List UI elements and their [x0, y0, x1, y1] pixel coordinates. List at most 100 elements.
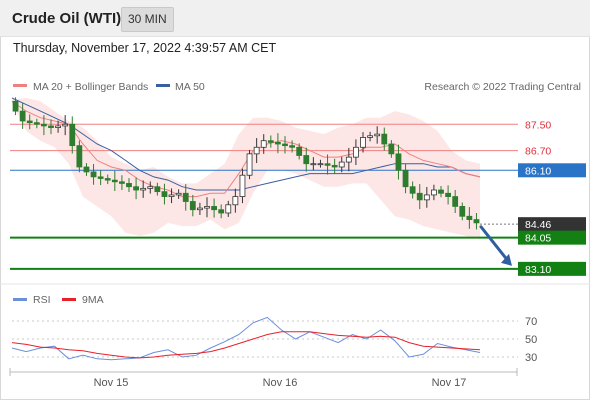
candle-body	[175, 192, 182, 196]
candle-body	[41, 123, 47, 127]
candle-body	[388, 143, 395, 155]
candle-body	[239, 174, 246, 197]
candle-body	[466, 215, 473, 220]
candle-body	[161, 191, 168, 197]
level-label-86-10: 86.10	[525, 165, 551, 177]
candle-body	[55, 125, 61, 128]
candle-body	[12, 100, 19, 112]
candle-body	[452, 196, 459, 207]
candle-body	[104, 178, 111, 181]
rsi-legend: RSI 9MA	[13, 294, 104, 306]
level-label-83-10: 83.10	[525, 264, 551, 276]
rsi-legend-label: RSI	[33, 294, 51, 306]
candle-body	[62, 123, 69, 127]
rsi-legend-swatch	[13, 298, 27, 301]
candle-body	[416, 192, 423, 201]
rsi-ma-line	[11, 331, 481, 359]
chart-timestamp: Thursday, November 17, 2022 4:39:57 AM C…	[13, 41, 277, 55]
candle-body	[48, 125, 54, 128]
candle-body	[33, 122, 40, 125]
instrument-title: Crude Oil (WTI)	[12, 10, 122, 27]
time-tick-label-0: Nov 15	[94, 377, 129, 389]
candle-body	[253, 146, 260, 155]
candle-body	[133, 186, 139, 191]
level-tag-84-05	[518, 230, 586, 245]
level-label-84-46: 84.46	[525, 219, 551, 231]
candle-body	[218, 209, 225, 214]
candle-body	[267, 140, 274, 143]
level-label-84-05: 84.05	[525, 233, 551, 245]
rsi-panel: 30 50 70	[11, 316, 537, 364]
candle-body	[97, 176, 104, 179]
candle-body	[19, 110, 26, 122]
rsi-tick-label-50: 50	[525, 334, 537, 346]
candle-body	[303, 155, 310, 165]
candle-body	[232, 196, 239, 206]
candle-body	[211, 206, 217, 211]
resistance-label-86-70: 86.70	[525, 146, 551, 158]
candle-body	[197, 207, 203, 211]
candle-body	[409, 186, 416, 194]
candle-body	[26, 120, 33, 124]
ma50-legend-swatch	[156, 84, 170, 87]
candle-body	[90, 171, 97, 178]
price-legend: MA 20 + Bollinger Bands MA 50 Research ©…	[13, 81, 581, 93]
candle-body	[331, 164, 338, 168]
candle-body	[140, 187, 147, 191]
candle-body	[431, 189, 437, 196]
candle-body	[275, 141, 281, 145]
header-bar: Crude Oil (WTI) 30 MIN	[0, 0, 590, 37]
candle-body	[154, 186, 161, 193]
candle-body	[367, 135, 373, 138]
candle-body	[381, 133, 388, 145]
candle-body	[374, 133, 381, 137]
ma20-legend-label: MA 20 + Bollinger Bands	[33, 81, 148, 93]
candle-body	[204, 206, 210, 209]
candles-group	[12, 97, 480, 230]
candle-body	[438, 189, 444, 194]
candle-body	[345, 156, 352, 163]
candle-body	[69, 123, 76, 147]
candle-body	[126, 183, 132, 188]
interval-button[interactable]: 30 MIN	[121, 7, 174, 32]
time-tick-label-1: Nov 16	[263, 377, 298, 389]
candle-body	[402, 169, 409, 188]
resistance-label-87-50: 87.50	[525, 119, 551, 131]
candle-body	[353, 146, 359, 158]
candle-body	[324, 163, 331, 166]
candle-body	[289, 145, 295, 148]
candle-body	[445, 192, 451, 197]
candle-body	[338, 161, 345, 168]
candle-body	[459, 206, 466, 217]
candle-body	[282, 143, 288, 147]
candle-body	[182, 192, 189, 202]
candle-body	[296, 146, 303, 156]
candle-body	[83, 166, 90, 173]
forecast-arrow-shaft	[479, 225, 510, 263]
candle-body	[473, 219, 480, 224]
ma50-legend-label: MA 50	[175, 81, 205, 93]
ma20-line	[11, 100, 481, 198]
candle-body	[395, 153, 402, 171]
level-tag-84-46	[518, 217, 586, 232]
rsi-line	[11, 316, 481, 361]
candle-body	[119, 181, 125, 184]
rsi-tick-label-70: 70	[525, 316, 537, 328]
rsi-ma-legend-swatch	[62, 298, 76, 301]
candle-body	[76, 145, 83, 168]
price-panel: 87.50 86.70 86.10 84.46 84.05 83.10	[10, 97, 586, 276]
time-tick-label-2: Nov 17	[432, 377, 467, 389]
rsi-tick-label-30: 30	[525, 352, 537, 364]
candle-body	[260, 140, 267, 148]
bollinger-band	[12, 98, 480, 240]
time-axis: Nov 15 Nov 16 Nov 17	[9, 368, 518, 389]
candle-body	[423, 194, 430, 201]
candle-body	[310, 163, 317, 166]
rsi-ma-legend-label: 9MA	[82, 294, 104, 306]
ma20-legend-swatch	[13, 84, 27, 87]
candle-body	[317, 163, 324, 166]
candle-body	[225, 204, 232, 214]
credit-text: Research © 2022 Trading Central	[424, 81, 581, 93]
candle-body	[168, 194, 175, 197]
